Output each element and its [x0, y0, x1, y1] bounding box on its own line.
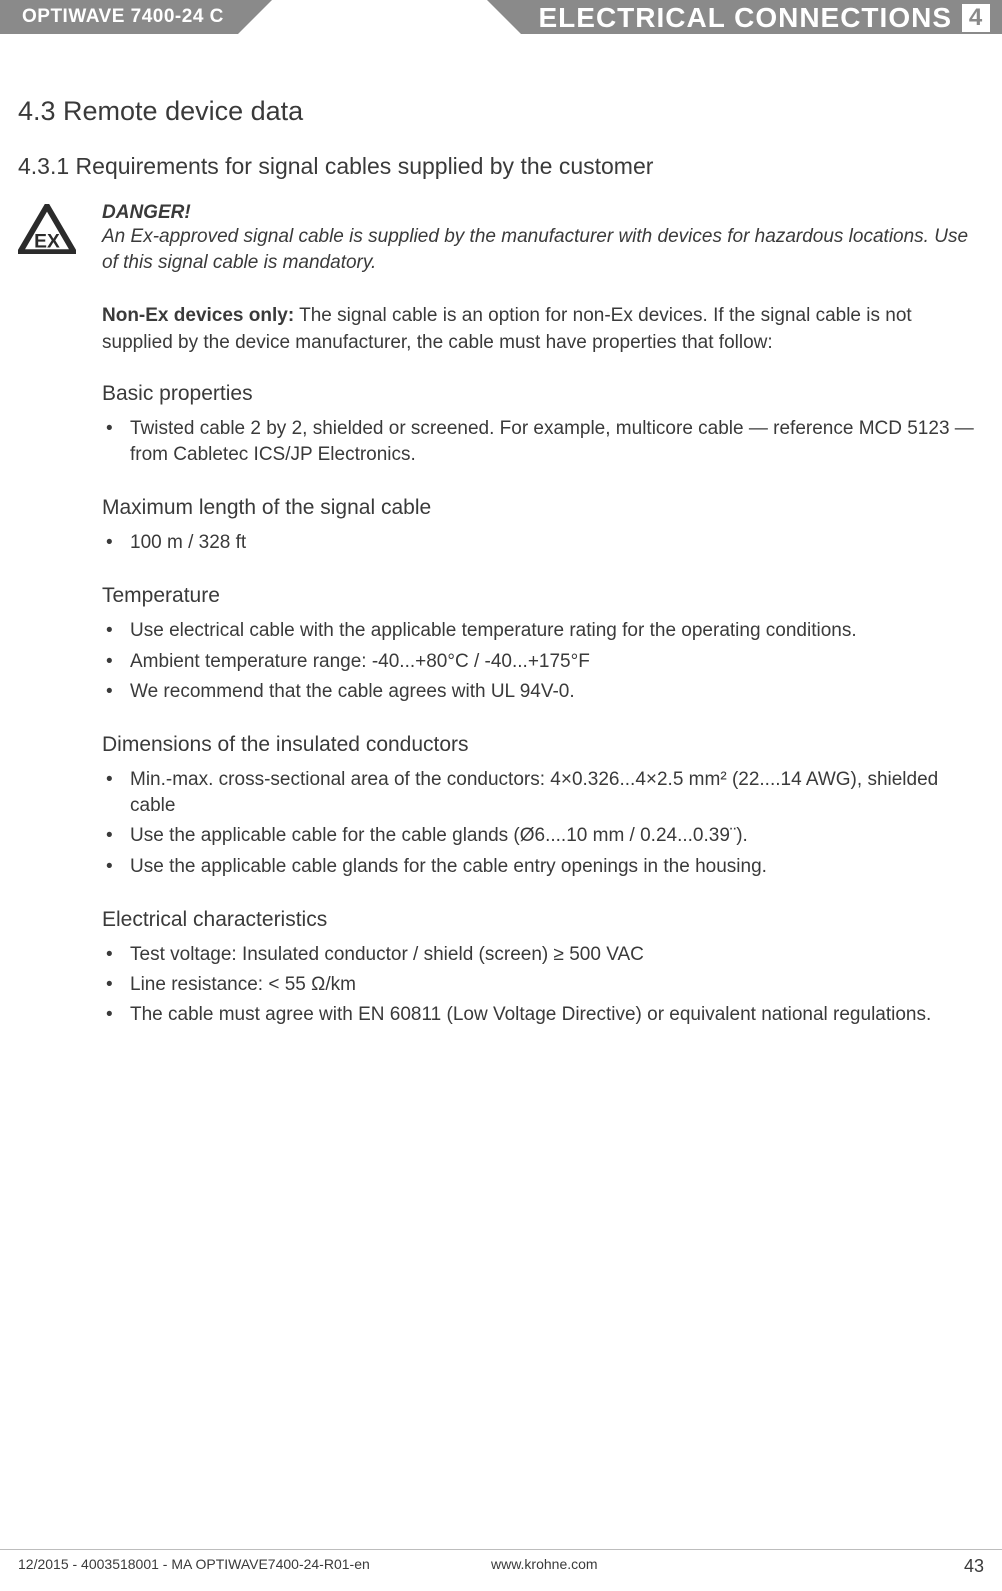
danger-text-block: DANGER! An Ex-approved signal cable is s… [102, 202, 974, 275]
danger-body: An Ex-approved signal cable is supplied … [102, 224, 974, 275]
footer-url: www.krohne.com [491, 1556, 964, 1577]
list-item: Line resistance: < 55 Ω/km [102, 972, 974, 998]
footer-page-number: 43 [964, 1556, 1002, 1577]
page-header: OPTIWAVE 7400-24 C ELECTRICAL CONNECTION… [0, 0, 1002, 34]
chapter-number-badge: 4 [962, 4, 990, 32]
chapter-title: ELECTRICAL CONNECTIONS [539, 2, 953, 34]
list-item: Ambient temperature range: -40...+80°C /… [102, 649, 974, 675]
list-item: Use the applicable cable glands for the … [102, 854, 974, 880]
section-temp-list: Use electrical cable with the applicable… [102, 618, 974, 705]
section-basic-title: Basic properties [102, 382, 974, 406]
section-maxlen-title: Maximum length of the signal cable [102, 496, 974, 520]
svg-text:EX: EX [34, 231, 60, 252]
section-basic-list: Twisted cable 2 by 2, shielded or screen… [102, 416, 974, 468]
list-item: Min.-max. cross-sectional area of the co… [102, 767, 974, 819]
header-chapter-tab: ELECTRICAL CONNECTIONS 4 [521, 0, 1002, 34]
intro-lead: Non-Ex devices only: [102, 305, 294, 326]
page-content: 4.3 Remote device data 4.3.1 Requirement… [0, 34, 1002, 1029]
heading-level-2: 4.3 Remote device data [18, 96, 974, 127]
heading-level-3: 4.3.1 Requirements for signal cables sup… [18, 153, 974, 180]
section-elec-title: Electrical characteristics [102, 908, 974, 932]
list-item: 100 m / 328 ft [102, 530, 974, 556]
list-item: We recommend that the cable agrees with … [102, 679, 974, 705]
page-footer: 12/2015 - 4003518001 - MA OPTIWAVE7400-2… [0, 1549, 1002, 1577]
list-item: Use the applicable cable for the cable g… [102, 823, 974, 849]
section-temp-title: Temperature [102, 584, 974, 608]
footer-doc-id: 12/2015 - 4003518001 - MA OPTIWAVE7400-2… [0, 1556, 491, 1577]
intro-paragraph: Non-Ex devices only: The signal cable is… [102, 303, 974, 355]
list-item: Twisted cable 2 by 2, shielded or screen… [102, 416, 974, 468]
ex-warning-icon: EX [18, 204, 76, 254]
danger-callout: EX DANGER! An Ex-approved signal cable i… [18, 202, 974, 275]
section-dims-list: Min.-max. cross-sectional area of the co… [102, 767, 974, 880]
header-product-tab: OPTIWAVE 7400-24 C [0, 0, 238, 34]
product-name: OPTIWAVE 7400-24 C [22, 6, 224, 27]
danger-title: DANGER! [102, 202, 974, 224]
section-elec-list: Test voltage: Insulated conductor / shie… [102, 942, 974, 1029]
section-dims-title: Dimensions of the insulated conductors [102, 733, 974, 757]
section-maxlen-list: 100 m / 328 ft [102, 530, 974, 556]
list-item: Test voltage: Insulated conductor / shie… [102, 942, 974, 968]
list-item: The cable must agree with EN 60811 (Low … [102, 1002, 974, 1028]
list-item: Use electrical cable with the applicable… [102, 618, 974, 644]
